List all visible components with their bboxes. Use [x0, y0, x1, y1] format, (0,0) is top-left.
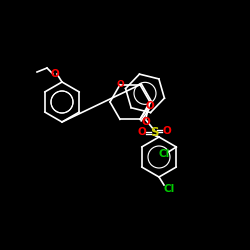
Text: Cl: Cl — [159, 149, 170, 159]
Text: S: S — [150, 126, 158, 138]
Text: O: O — [162, 126, 172, 136]
Text: O: O — [50, 69, 59, 79]
Text: O: O — [146, 101, 154, 111]
Text: O: O — [138, 127, 146, 137]
Text: Cl: Cl — [164, 184, 174, 194]
Text: O: O — [116, 80, 124, 89]
Text: O: O — [142, 117, 150, 127]
